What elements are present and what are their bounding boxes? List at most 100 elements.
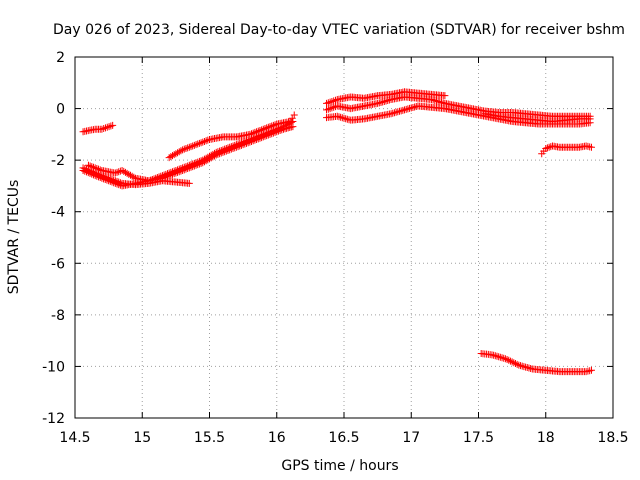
- data-point: [86, 169, 94, 177]
- data-point: [324, 105, 332, 113]
- data-point: [184, 162, 192, 170]
- data-point: [177, 147, 185, 155]
- data-point: [229, 142, 237, 150]
- data-point: [93, 165, 101, 173]
- data-point: [241, 137, 249, 145]
- data-point: [101, 124, 109, 132]
- data-point: [290, 111, 298, 119]
- data-point: [101, 175, 109, 183]
- data-point: [222, 145, 230, 153]
- data-point: [177, 165, 185, 173]
- data-point: [84, 161, 92, 169]
- data-point: [98, 174, 106, 182]
- data-point: [185, 143, 193, 151]
- data-point: [501, 355, 509, 363]
- data-point: [268, 122, 276, 130]
- data-point: [506, 357, 514, 365]
- data-point: [543, 144, 551, 152]
- data-point: [95, 173, 103, 181]
- x-tick-label: 15: [133, 430, 151, 446]
- data-point: [239, 138, 247, 146]
- data-point: [263, 124, 271, 132]
- data-point: [100, 175, 108, 183]
- y-tick-label: -4: [51, 205, 65, 221]
- x-tick-label: 14.5: [59, 430, 90, 446]
- data-point: [204, 136, 212, 144]
- data-point: [103, 176, 111, 184]
- data-point: [256, 126, 264, 134]
- data-point: [105, 177, 113, 185]
- data-point: [258, 126, 266, 134]
- data-point: [503, 355, 511, 363]
- data-point: [187, 143, 195, 151]
- data-point: [107, 122, 115, 130]
- data-point: [326, 105, 334, 113]
- data-point: [106, 177, 114, 185]
- data-point: [505, 356, 513, 364]
- data-point: [508, 358, 516, 366]
- data-point: [326, 98, 334, 106]
- data-point: [130, 173, 138, 181]
- x-axis-tick-labels: 14.5 15 15.5 16 16.5 17 17.5 18 18.5: [59, 430, 628, 446]
- data-point: [197, 157, 205, 165]
- data-point: [254, 127, 262, 135]
- x-axis-title: GPS time / hours: [281, 458, 398, 474]
- data-point: [155, 173, 163, 181]
- data-point: [152, 174, 160, 182]
- data-point: [113, 168, 121, 176]
- data-point: [182, 163, 190, 171]
- data-point: [169, 168, 177, 176]
- data-point: [165, 169, 173, 177]
- data-point: [91, 164, 99, 172]
- data-point: [86, 162, 94, 170]
- data-point: [195, 139, 203, 147]
- data-point: [328, 104, 336, 112]
- data-point: [261, 125, 269, 133]
- data-point: [84, 169, 92, 177]
- data-point: [331, 96, 339, 104]
- data-point: [153, 174, 161, 182]
- data-point: [542, 145, 550, 153]
- x-tick-label: 18.5: [597, 430, 628, 446]
- data-point: [212, 148, 220, 156]
- data-point: [271, 121, 279, 129]
- data-point: [248, 130, 256, 138]
- data-point: [184, 144, 192, 152]
- data-point: [111, 169, 119, 177]
- data-point: [145, 177, 153, 185]
- data-point: [511, 360, 519, 368]
- data-point: [98, 125, 106, 133]
- x-tick-label: 15.5: [194, 430, 225, 446]
- data-point: [586, 115, 594, 123]
- data-point: [323, 99, 331, 107]
- data-point: [190, 159, 198, 167]
- series-track-e: [165, 111, 298, 162]
- data-point: [180, 163, 188, 171]
- grid-lines: [74, 56, 614, 419]
- data-point: [266, 123, 274, 131]
- data-point: [199, 138, 207, 146]
- data-point: [251, 128, 259, 136]
- data-point: [587, 143, 595, 151]
- data-point: [194, 140, 202, 148]
- data-point: [111, 179, 119, 187]
- y-tick-label: -8: [51, 308, 65, 324]
- series-track-j: [538, 142, 595, 158]
- data-point: [192, 159, 200, 167]
- data-point: [219, 146, 227, 154]
- data-point: [100, 125, 108, 133]
- data-point: [259, 125, 267, 133]
- y-axis-tick-labels: -12 -10 -8 -6 -4 -2 0 2: [42, 50, 65, 427]
- data-point: [510, 359, 518, 367]
- data-point: [214, 148, 222, 156]
- data-point: [185, 161, 193, 169]
- data-point: [175, 165, 183, 173]
- data-point: [89, 163, 97, 171]
- data-point: [79, 166, 87, 174]
- data-point: [200, 137, 208, 145]
- data-point: [110, 179, 118, 187]
- data-point: [253, 128, 261, 136]
- data-point: [108, 178, 116, 186]
- data-point: [115, 181, 123, 189]
- data-point: [187, 161, 195, 169]
